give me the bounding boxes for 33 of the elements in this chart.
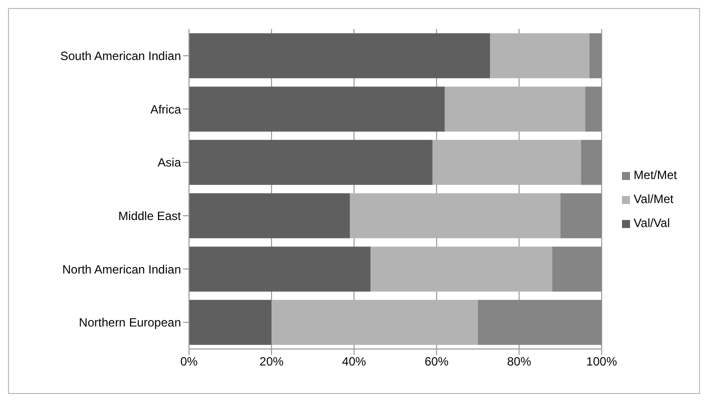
x-tick-label: 100% xyxy=(586,354,618,369)
y-tick-label: North American Indian xyxy=(62,262,181,276)
bar xyxy=(581,140,602,185)
y-tick-label: Asia xyxy=(158,156,182,170)
bar xyxy=(189,246,371,292)
bar xyxy=(370,246,552,292)
bar xyxy=(189,86,445,132)
legend-label: Val/Met xyxy=(634,192,674,206)
y-tick-label: Africa xyxy=(150,102,182,116)
bar xyxy=(478,300,602,345)
y-tick-label: Middle East xyxy=(118,208,182,223)
y-tick-label: South American Indian xyxy=(60,48,181,63)
bar xyxy=(189,33,490,78)
bar xyxy=(189,140,432,185)
x-tick-label: 40% xyxy=(342,354,366,369)
y-tick-label: Northern European xyxy=(78,316,181,330)
bar xyxy=(589,33,602,78)
bar xyxy=(444,86,586,132)
bar xyxy=(432,140,582,185)
bar xyxy=(585,86,602,132)
x-tick-label: 80% xyxy=(507,354,532,369)
bar xyxy=(189,193,350,238)
bar xyxy=(350,193,560,238)
x-tick-label: 60% xyxy=(424,354,449,369)
legend-label: Met/Met xyxy=(634,168,677,182)
bar xyxy=(189,300,272,345)
bar xyxy=(272,300,478,345)
x-tick-label: 0% xyxy=(180,354,198,369)
legend-label: Val/Val xyxy=(634,216,670,230)
bar xyxy=(560,193,602,238)
x-tick-label: 20% xyxy=(260,354,284,369)
bar xyxy=(490,33,590,78)
bar xyxy=(552,246,602,292)
